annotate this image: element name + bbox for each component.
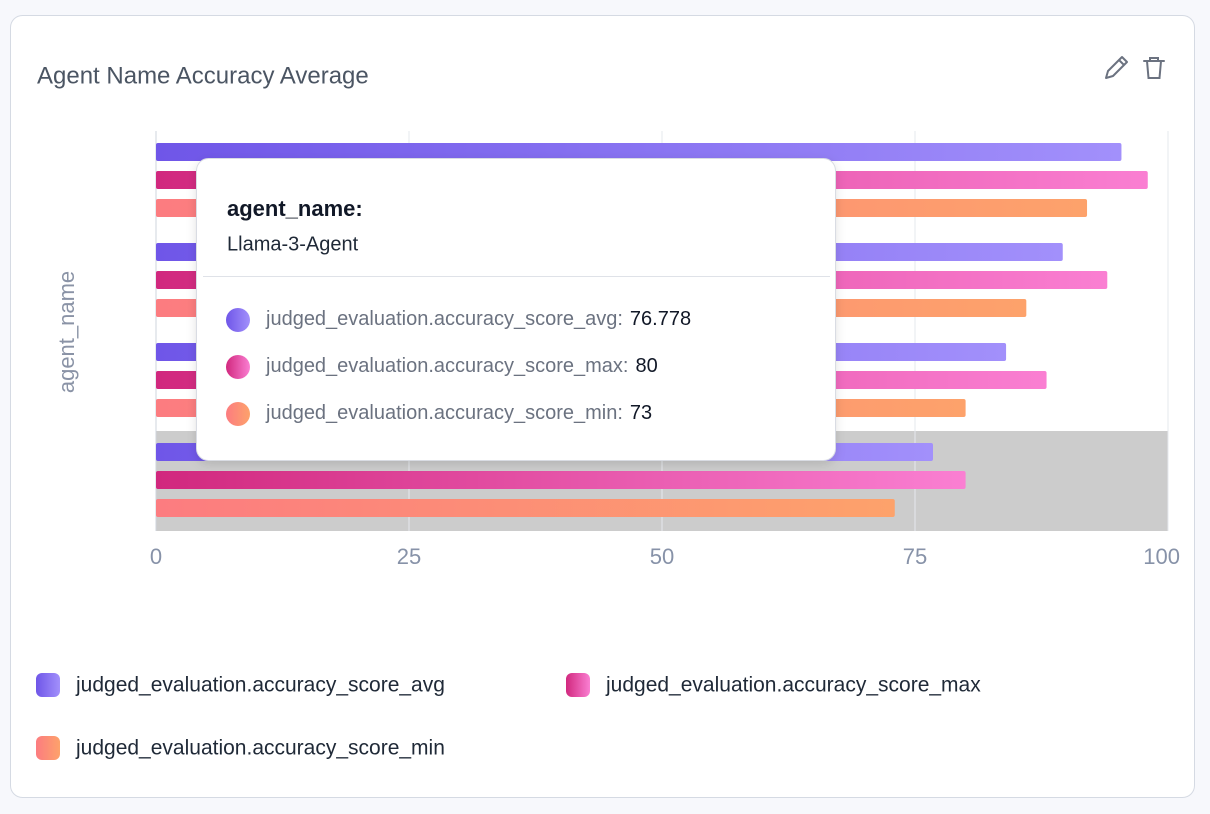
tooltip-value: 76.778	[630, 308, 691, 330]
tooltip-box	[196, 158, 836, 461]
tooltip: agent_name: Llama-3-Agent judged_evaluatio…	[196, 158, 836, 461]
legend-label: judged_evaluation.accuracy_score_avg	[75, 674, 445, 697]
tooltip-value: 80	[635, 355, 657, 377]
tooltip-value: 73	[630, 402, 652, 424]
x-tick-label: 25	[397, 544, 421, 569]
chart-title: Agent Name Accuracy Average	[37, 62, 369, 89]
legend-swatch	[36, 736, 60, 760]
tooltip-label: judged_evaluation.accuracy_score_max:	[265, 355, 628, 377]
legend-swatch	[36, 673, 60, 697]
tooltip-label: judged_evaluation.accuracy_score_min:	[265, 402, 623, 424]
bar	[156, 471, 966, 489]
tooltip-row: judged_evaluation.accuracy_score_min: 73	[265, 402, 652, 424]
tooltip-label: judged_evaluation.accuracy_score_avg:	[265, 308, 623, 330]
delete-icon[interactable]	[1143, 57, 1165, 79]
legend-swatch	[566, 673, 590, 697]
bar	[156, 143, 1122, 161]
tooltip-dot	[226, 355, 250, 379]
x-tick-label: 75	[903, 544, 927, 569]
bar	[156, 499, 895, 517]
tooltip-category: Llama-3-Agent	[227, 233, 359, 255]
edit-icon[interactable]	[1105, 56, 1128, 79]
x-tick-label: 0	[150, 544, 162, 569]
tooltip-row: judged_evaluation.accuracy_score_avg: 76.…	[265, 308, 691, 330]
tooltip-row: judged_evaluation.accuracy_score_max: 80	[265, 355, 658, 377]
tooltip-title: agent_name:	[227, 196, 363, 221]
x-tick-label: 50	[650, 544, 674, 569]
legend-label: judged_evaluation.accuracy_score_max	[605, 674, 981, 697]
legend-label: judged_evaluation.accuracy_score_min	[75, 737, 445, 760]
x-tick-label: 100	[1143, 544, 1180, 569]
tooltip-dot	[226, 402, 250, 426]
tooltip-dot	[226, 308, 250, 332]
y-axis-label: agent_name	[54, 271, 79, 393]
